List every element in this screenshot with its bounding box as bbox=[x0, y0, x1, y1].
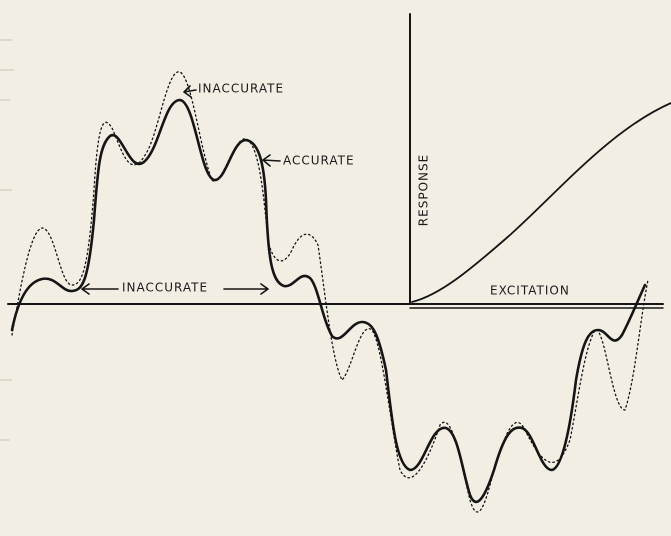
annotation: INACCURATE bbox=[198, 82, 284, 96]
y-axis-label: RESPONSE bbox=[417, 154, 431, 226]
accurate-curve bbox=[10, 98, 647, 503]
x-axis-label: EXCITATION bbox=[490, 284, 570, 298]
annotation: INACCURATE bbox=[122, 281, 208, 295]
arrows bbox=[81, 85, 281, 295]
inaccurate-curve bbox=[11, 71, 649, 513]
annotation: ACCURATE bbox=[283, 154, 355, 168]
bleed-through-lines bbox=[0, 39, 14, 441]
response-curve bbox=[411, 102, 671, 303]
